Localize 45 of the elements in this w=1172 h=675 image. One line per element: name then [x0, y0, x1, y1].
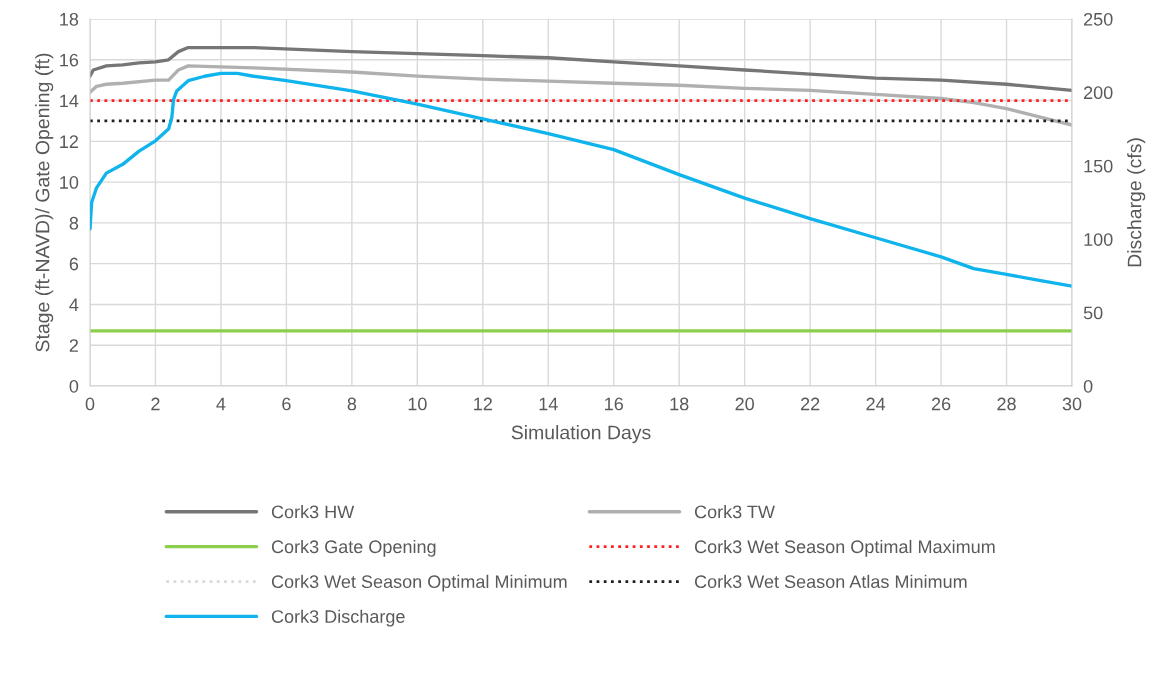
y-tick-label: 16: [60, 53, 79, 67]
x-tick-label: 28: [997, 397, 1016, 411]
y2-tick-label: 200: [1084, 86, 1113, 100]
y-tick-label: 18: [60, 12, 79, 26]
y-tick-label: 6: [69, 257, 79, 271]
x-tick-label: 0: [85, 397, 95, 411]
legend-label: Cork3 Discharge: [271, 609, 405, 627]
line-series: [90, 64, 1072, 127]
legend-label: Cork3 Wet Season Optimal Minimum: [271, 574, 567, 592]
y-tick-label: 12: [60, 135, 78, 148]
legend-label: Cork3 Wet Season Atlas Minimum: [694, 574, 967, 589]
legend-label: Cork3 Wet Season Optimal Maximum: [694, 539, 995, 557]
y2-axis-title: Discharge (cfs): [1127, 138, 1146, 267]
x-tick-label: 16: [605, 397, 623, 411]
y-tick-label: 14: [60, 94, 79, 108]
x-tick-label: 4: [216, 397, 226, 411]
legend-label: Cork3 TW: [694, 505, 775, 519]
y-tick-label: 8: [69, 216, 79, 230]
x-axis-title: Simulation Days: [511, 425, 651, 444]
y2-tick-label: 100: [1084, 233, 1113, 246]
line-series: [90, 71, 1072, 288]
line-series: [90, 45, 1072, 93]
x-tick-label: 20: [735, 397, 754, 411]
x-tick-label: 2: [151, 397, 160, 411]
y-tick-label: 10: [60, 176, 79, 189]
y2-tick-label: 150: [1084, 159, 1113, 173]
y2-tick-label: 250: [1084, 12, 1113, 26]
y-tick-label: 4: [69, 298, 79, 311]
legend-label: Cork3 HW: [271, 505, 355, 519]
x-tick-label: 14: [539, 397, 558, 411]
y2-tick-label: 0: [1083, 379, 1093, 393]
x-tick-label: 24: [866, 397, 886, 411]
x-tick-label: 30: [1062, 397, 1082, 411]
y-tick-label: 0: [69, 379, 79, 393]
y2-tick-label: 50: [1083, 306, 1103, 320]
y-axis-title: Stage (ft-NAVD)/ Gate Opening (ft): [35, 53, 54, 352]
x-tick-label: 12: [474, 397, 492, 411]
x-tick-label: 18: [670, 397, 689, 411]
y-tick-label: 2: [69, 339, 78, 352]
x-tick-label: 10: [408, 397, 427, 411]
x-tick-label: 22: [801, 397, 820, 411]
x-tick-label: 8: [347, 397, 357, 411]
legend-label: Cork3 Gate Opening: [271, 539, 436, 557]
x-tick-label: 6: [282, 397, 291, 411]
x-tick-label: 26: [931, 397, 951, 411]
